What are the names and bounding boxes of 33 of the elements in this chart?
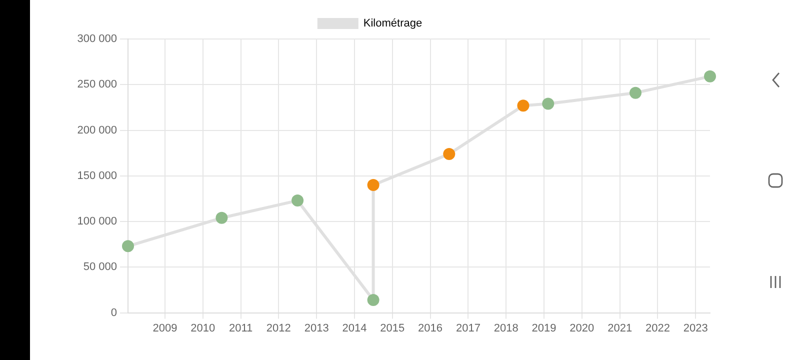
x-tick-label: 2017 xyxy=(456,322,480,334)
x-tick-label: 2011 xyxy=(228,322,253,334)
y-tick-label: 100 000 xyxy=(77,216,117,228)
point xyxy=(122,240,134,252)
x-tick-label: 2019 xyxy=(532,322,556,334)
x-tick-label: 2021 xyxy=(608,322,632,334)
y-tick-label: 300 000 xyxy=(77,33,117,46)
x-tick-label: 2018 xyxy=(494,322,518,334)
x-tick-label: 2016 xyxy=(418,322,442,334)
x-tick-label: 2022 xyxy=(645,322,670,334)
y-tick-label: 150 000 xyxy=(77,170,117,182)
y-tick-label: 200 000 xyxy=(77,124,117,136)
point xyxy=(367,294,380,306)
x-tick-label: 2015 xyxy=(380,322,405,334)
x-tick-label: 2020 xyxy=(570,322,594,334)
point xyxy=(443,148,456,160)
y-tick-label: 50 000 xyxy=(83,261,117,274)
x-tick-label: 2009 xyxy=(152,322,178,334)
y-tick-label: 250 000 xyxy=(77,78,117,91)
y-tick-label: 0 xyxy=(110,306,117,319)
x-tick-label: 2010 xyxy=(190,322,216,334)
point xyxy=(630,86,642,99)
legend-label: Kilométrage xyxy=(363,18,422,30)
point xyxy=(517,100,530,112)
point xyxy=(542,98,554,110)
point xyxy=(216,212,228,224)
x-tick-label: 2023 xyxy=(683,322,708,334)
x-tick-label: 2013 xyxy=(304,322,329,334)
point xyxy=(292,194,304,207)
point xyxy=(367,179,380,192)
x-tick-label: 2014 xyxy=(342,322,367,334)
point xyxy=(704,70,716,82)
x-tick-label: 2012 xyxy=(266,322,291,334)
